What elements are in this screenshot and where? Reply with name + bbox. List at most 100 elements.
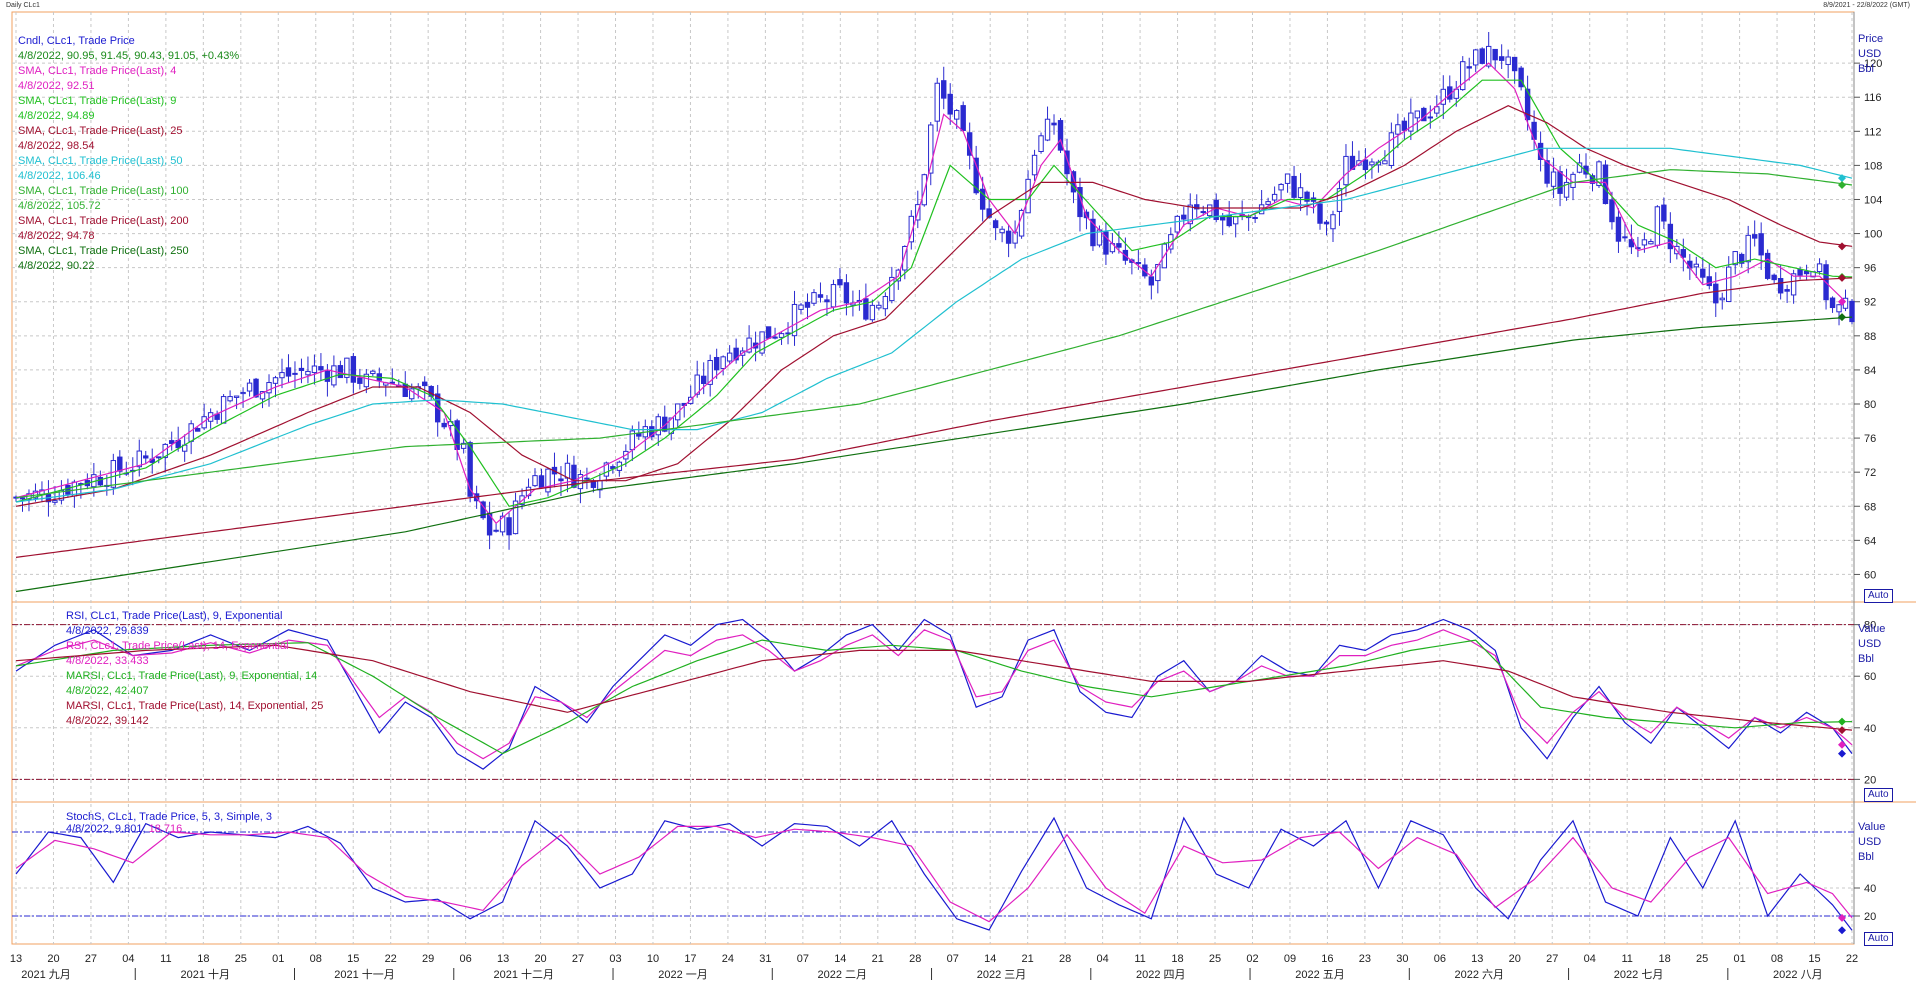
- series-line: [15, 816, 1853, 931]
- series-line: [15, 147, 1853, 503]
- rsi-axis-header-1: Value: [1858, 623, 1886, 635]
- y-tick-label: 20: [1864, 911, 1876, 923]
- x-tick-label: 13: [10, 953, 22, 965]
- candle-body: [1148, 276, 1155, 286]
- series-line: [15, 618, 1853, 770]
- candle-body: [1304, 191, 1310, 202]
- x-month-label: 2021 九月: [21, 968, 71, 981]
- x-month-label: 2022 一月: [658, 969, 708, 981]
- price-legend-value: 4/8/2022, 90.22: [18, 260, 95, 272]
- series-line: [15, 825, 1853, 923]
- x-tick-label: 24: [722, 953, 734, 965]
- candle-body: [1408, 112, 1414, 132]
- candle-body: [1038, 135, 1044, 152]
- candle-body: [370, 370, 376, 375]
- y-tick-label: 92: [1864, 297, 1876, 309]
- candle-body: [1771, 274, 1777, 281]
- candle-body: [636, 432, 642, 437]
- candle-body: [1797, 269, 1803, 276]
- candle-body: [1648, 241, 1654, 245]
- candle-body: [1291, 175, 1297, 198]
- y-tick-label: 112: [1864, 126, 1882, 138]
- candle-body: [662, 416, 668, 432]
- y-tick-label: 108: [1864, 160, 1882, 172]
- candle-body: [246, 382, 253, 392]
- price-axis-header-1: Price: [1858, 33, 1884, 45]
- candle-body: [1829, 297, 1836, 309]
- candle-body: [1615, 216, 1622, 242]
- candle-body: [292, 372, 298, 375]
- candle-body: [1518, 67, 1524, 88]
- candle-body: [201, 416, 207, 429]
- x-month-label: 2022 六月: [1455, 968, 1505, 981]
- price-legend-value: 4/8/2022, 98.54: [18, 140, 95, 152]
- x-tick-label: 11: [160, 953, 171, 965]
- candle-body: [908, 215, 914, 243]
- price-legend-value: 4/8/2022, 90.95, 91.45, 90.43, 91.05, +0…: [18, 50, 240, 62]
- candle-body: [1654, 206, 1661, 246]
- x-tick-label: 04: [1584, 953, 1596, 965]
- candle-body: [1609, 199, 1615, 223]
- x-tick-label: 14: [984, 953, 996, 965]
- candle-body: [1583, 165, 1589, 175]
- x-tick-label: 04: [122, 953, 134, 965]
- candle-body: [344, 357, 350, 378]
- candle-body: [350, 356, 357, 383]
- price-axis-header-3: Bbl: [1858, 63, 1874, 75]
- price-legend-value: 4/8/2022, 92.51: [18, 80, 95, 92]
- candle-body: [603, 462, 610, 477]
- price-legend-label: SMA, CLc1, Trade Price(Last), 25: [18, 125, 183, 137]
- series-last-marker: [1838, 313, 1846, 322]
- stoch-auto-button[interactable]: Auto: [1864, 932, 1893, 946]
- candle-body: [1194, 204, 1200, 210]
- candle-body: [726, 352, 733, 362]
- rsi-auto-button[interactable]: Auto: [1864, 788, 1893, 802]
- candle-body: [1524, 88, 1531, 121]
- candle-body: [902, 245, 908, 271]
- candle-body: [298, 367, 305, 371]
- x-tick-label: 25: [1696, 953, 1708, 965]
- candle-body: [694, 374, 700, 395]
- candle-body: [1278, 183, 1284, 191]
- x-tick-label: 17: [684, 953, 696, 965]
- x-month-label: 2022 五月: [1295, 969, 1345, 981]
- candle-body: [1479, 48, 1485, 64]
- series-line: [15, 62, 1846, 525]
- series-last-marker: [1838, 740, 1846, 749]
- candle-body: [765, 326, 772, 339]
- series-last-marker: [1838, 717, 1846, 726]
- candle-body: [169, 440, 175, 444]
- candle-body: [194, 427, 201, 432]
- candle-body: [1764, 252, 1771, 279]
- candle-body: [1544, 160, 1550, 184]
- price-auto-button[interactable]: Auto: [1864, 589, 1893, 603]
- candle-body: [1635, 247, 1641, 250]
- x-tick-label: 20: [1509, 953, 1521, 965]
- candle-body: [733, 347, 739, 361]
- series-last-marker: [1838, 926, 1846, 935]
- series-last-marker: [1838, 273, 1846, 282]
- candle-body: [700, 375, 707, 385]
- stoch-legend-d: 18.716: [148, 823, 183, 835]
- candle-body: [1284, 173, 1291, 184]
- rsi-legend-label: MARSI, CLc1, Trade Price(Last), 9, Expon…: [66, 670, 318, 682]
- x-tick-label: 06: [1434, 953, 1446, 965]
- candle-body: [493, 529, 499, 532]
- y-tick-label: 88: [1864, 331, 1876, 343]
- candle-body: [1181, 214, 1187, 220]
- candle-body: [1135, 261, 1142, 264]
- candle-body: [240, 391, 246, 395]
- x-tick-label: 22: [1846, 953, 1858, 965]
- candle-body: [941, 80, 947, 99]
- x-tick-label: 15: [1808, 953, 1820, 965]
- candle-body: [1505, 56, 1511, 65]
- x-tick-label: 22: [385, 953, 397, 965]
- candle-body: [279, 372, 285, 379]
- candle-body: [1492, 48, 1498, 61]
- y-tick-label: 76: [1864, 433, 1876, 445]
- x-tick-label: 08: [1771, 953, 1783, 965]
- candle-body: [65, 484, 71, 495]
- price-legend-value: 4/8/2022, 106.46: [18, 170, 101, 182]
- x-tick-label: 30: [1396, 953, 1408, 965]
- candle-body: [973, 157, 979, 194]
